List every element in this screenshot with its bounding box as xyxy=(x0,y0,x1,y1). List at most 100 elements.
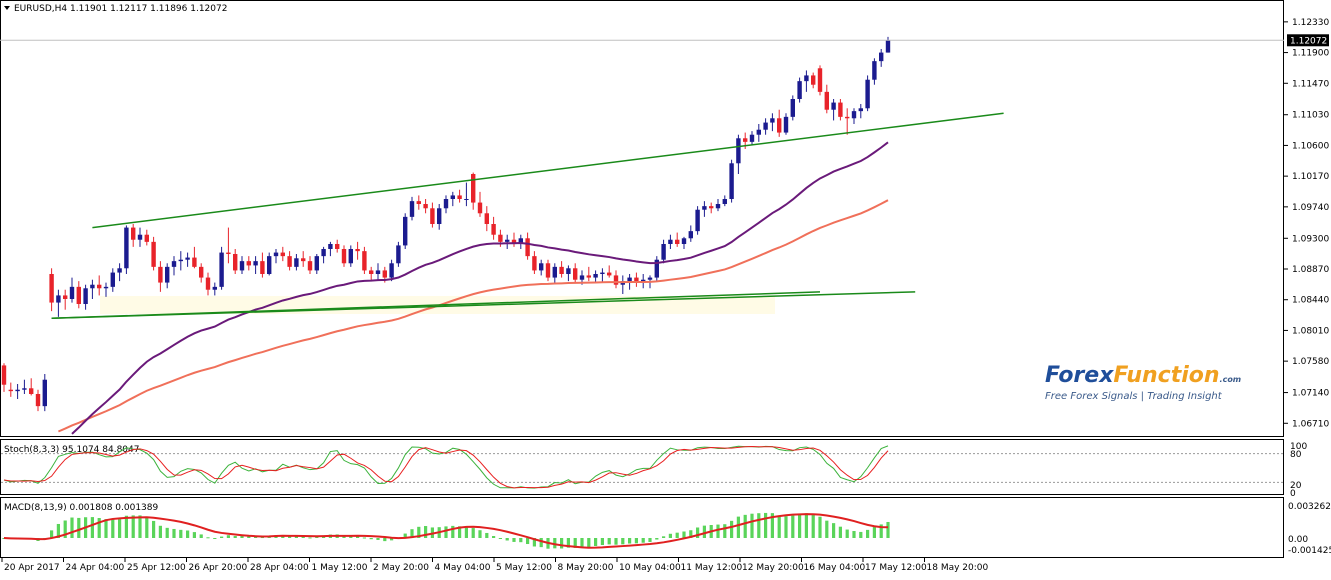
macd-bar xyxy=(634,538,638,544)
candle-body xyxy=(314,256,319,271)
candle-body xyxy=(688,231,693,239)
macd-bar xyxy=(675,532,679,538)
candle-body xyxy=(783,116,789,133)
candle-body xyxy=(409,201,415,217)
candle-body xyxy=(586,275,591,278)
macd-bar xyxy=(702,525,706,538)
time-tick-label: 28 Apr 04:00 xyxy=(250,563,309,573)
candle-body xyxy=(124,227,129,269)
macd-bar xyxy=(886,521,890,538)
macd-bar xyxy=(716,524,720,538)
candle-body xyxy=(144,234,149,242)
macd-bar xyxy=(573,538,577,548)
candle-body xyxy=(42,379,47,407)
candle-body xyxy=(613,275,619,285)
time-tick-label: 5 May 12:00 xyxy=(496,563,552,573)
macd-bar xyxy=(505,538,509,541)
candle-body xyxy=(845,116,850,119)
macd-bar xyxy=(580,538,584,548)
current-price-value: 1.12072 xyxy=(1290,36,1327,46)
candle-body xyxy=(607,272,612,276)
candle-body xyxy=(430,208,435,224)
candle-body xyxy=(579,275,585,280)
macd-bar xyxy=(743,514,747,538)
macd-bar xyxy=(798,514,802,538)
macd-bar xyxy=(689,530,693,538)
candle-body xyxy=(804,75,809,82)
macd-bar xyxy=(247,535,251,538)
macd-bar xyxy=(641,538,645,543)
macd-bar xyxy=(213,538,217,539)
time-tick-label: 25 Apr 12:00 xyxy=(127,563,186,573)
stoch-signal-line xyxy=(3,446,889,489)
time-tick-label: 10 May 04:00 xyxy=(619,563,681,573)
candle-body xyxy=(539,263,544,271)
price-tick-label: 1.11470 xyxy=(1292,79,1329,89)
macd-bar xyxy=(539,538,543,548)
chevron-down-icon[interactable] xyxy=(4,6,10,10)
price-axis[interactable]: 1.12330 1.11900 1.11470 1.11030 1.10600 1.101… xyxy=(1284,18,1329,429)
macd-bar xyxy=(770,513,774,538)
stoch-level-100: 100 xyxy=(1290,442,1307,452)
candle-body xyxy=(654,259,659,278)
candle-body xyxy=(661,244,666,260)
macd-bar xyxy=(458,526,462,538)
macd-bar xyxy=(158,525,162,538)
macd-bar xyxy=(131,515,135,538)
time-axis[interactable]: 20 Apr 2017 24 Apr 04:00 25 Apr 12:00 26 Ap… xyxy=(1,558,988,573)
stoch-level-20: 20 xyxy=(1290,481,1302,491)
price-tick-label: 1.08440 xyxy=(1292,296,1329,306)
candle-body xyxy=(199,266,204,278)
macd-bar xyxy=(818,516,822,538)
candle-body xyxy=(382,270,387,278)
macd-bar xyxy=(872,526,876,538)
macd-bar xyxy=(315,536,319,538)
candle-body xyxy=(403,216,408,246)
macd-bar xyxy=(825,520,829,538)
candle-body xyxy=(817,68,823,92)
candle-body xyxy=(756,129,761,135)
logo-brand-b: Function xyxy=(1113,363,1219,388)
candle-body xyxy=(668,239,673,244)
candle-body xyxy=(450,195,455,199)
macd-bar xyxy=(301,536,305,538)
candle-body xyxy=(777,118,782,133)
macd-bar xyxy=(852,531,856,538)
time-tick-label: 24 Apr 04:00 xyxy=(66,563,125,573)
macd-pane[interactable] xyxy=(0,497,1284,558)
time-tick-label: 2 May 20:00 xyxy=(373,563,429,573)
candle-body xyxy=(335,244,340,249)
candle-body xyxy=(824,91,829,110)
macd-bar xyxy=(111,519,115,538)
candle-body xyxy=(505,239,510,242)
trendline-2 xyxy=(51,291,916,320)
candle-body xyxy=(35,394,41,407)
macd-bar xyxy=(288,536,292,538)
macd-bar xyxy=(879,524,883,538)
candle-body xyxy=(239,261,245,271)
candle-body xyxy=(83,288,88,304)
main-price-pane[interactable] xyxy=(0,0,1284,437)
stochastic-pane[interactable] xyxy=(0,439,1284,495)
macd-bar xyxy=(723,524,727,538)
candle-body xyxy=(600,272,605,274)
macd-bar xyxy=(682,531,686,538)
macd-bar xyxy=(206,537,210,539)
stochastic-lines xyxy=(1,445,1283,489)
price-tick-label: 1.08010 xyxy=(1292,326,1329,336)
macd-bar xyxy=(560,538,564,549)
candle-body xyxy=(457,195,462,199)
macd-bar xyxy=(145,516,149,538)
candle-body xyxy=(90,284,95,289)
svg-text:ForexFunction.com: ForexFunction.com xyxy=(1045,363,1241,388)
logo-brand-a: Forex xyxy=(1045,363,1114,388)
candle-body xyxy=(491,224,496,235)
macd-bar xyxy=(118,519,122,538)
price-tick-label: 1.11900 xyxy=(1292,49,1329,59)
macd-bar xyxy=(417,526,421,538)
candle-body xyxy=(518,238,523,244)
macd-bar xyxy=(260,537,264,539)
candle-body xyxy=(110,272,115,287)
candle-body xyxy=(273,252,279,257)
